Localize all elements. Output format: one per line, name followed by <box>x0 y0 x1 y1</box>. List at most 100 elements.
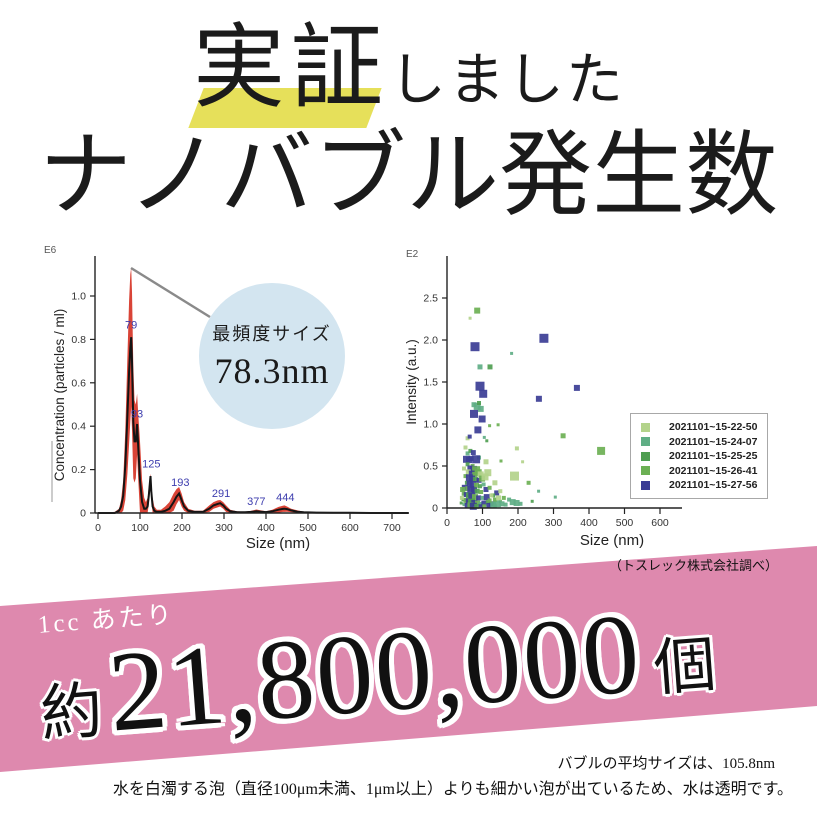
legend-item: 2021101~15-25-25 <box>639 449 759 464</box>
legend-item: 2021101~15-22-50 <box>639 420 759 435</box>
data-point <box>521 460 525 464</box>
data-point <box>474 488 480 494</box>
data-point <box>493 500 501 508</box>
data-point <box>470 342 480 352</box>
data-point <box>478 484 482 489</box>
data-point <box>573 384 580 391</box>
data-point <box>488 424 492 428</box>
data-point <box>510 471 519 481</box>
legend-label: 2021101~15-25-25 <box>669 450 758 463</box>
data-point <box>494 490 500 496</box>
peak-label: 193 <box>171 477 189 489</box>
data-point <box>477 471 484 478</box>
data-point <box>470 450 476 456</box>
banner-content: 1cc あたり 約 21,800,000 個 <box>22 542 813 770</box>
y-tick-label: 1.0 <box>71 291 86 303</box>
x-tick-label: 200 <box>173 522 191 534</box>
x-tick-label: 100 <box>131 522 149 534</box>
data-point <box>462 466 466 471</box>
data-point <box>474 426 482 434</box>
data-point <box>487 485 492 490</box>
y-tick-label: 1.0 <box>423 419 438 431</box>
data-point <box>476 495 482 501</box>
data-point <box>514 446 519 451</box>
data-point <box>478 504 483 509</box>
data-point <box>481 482 486 487</box>
mean-line <box>98 337 409 514</box>
peak-label: 444 <box>276 492 294 504</box>
peak-label: 93 <box>131 409 143 421</box>
data-point <box>526 480 531 485</box>
data-point <box>472 494 478 501</box>
footer-description: 水を白濁する泡（直径100μm未満、1μm以上）よりも細かい泡が出ているため、水… <box>112 781 793 798</box>
intensity-chart: E2 0 0.5 1.0 1.5 2.0 2.5 0 100 200 300 400 500 600 Siz… <box>400 240 817 555</box>
data-point <box>496 423 500 427</box>
data-point <box>478 415 486 423</box>
x-tick-label: 200 <box>509 517 527 529</box>
data-point <box>478 501 483 506</box>
peak-label: 291 <box>212 488 230 500</box>
data-point <box>480 495 485 500</box>
data-point <box>469 502 477 510</box>
data-point <box>535 395 542 402</box>
data-point <box>475 381 485 391</box>
x-axis-label: Size (nm) <box>580 532 644 549</box>
data-point <box>470 409 478 418</box>
data-point <box>468 470 475 477</box>
y-tick-label: 0.5 <box>423 461 438 473</box>
legend-label: 2021101~15-24-07 <box>669 435 758 448</box>
y-tick-label: 2.0 <box>423 335 438 347</box>
data-point <box>474 482 479 488</box>
data-point <box>487 498 492 503</box>
banner-unit: 個 <box>651 631 719 704</box>
x-tick-label: 400 <box>257 522 275 534</box>
data-point <box>499 501 505 507</box>
data-point <box>476 477 482 483</box>
data-point <box>465 451 470 456</box>
peak-label: 377 <box>247 496 265 508</box>
data-point <box>469 481 477 488</box>
y-tick-label: 2.5 <box>423 293 438 305</box>
data-point <box>473 402 481 410</box>
data-point <box>490 501 497 508</box>
y-tick-label: 0.4 <box>71 421 86 433</box>
data-point <box>468 316 472 320</box>
peak-label: 125 <box>142 459 160 471</box>
data-point <box>460 487 466 492</box>
data-point <box>530 499 534 503</box>
footer-average-size: バブルの平均サイズは、105.8nm <box>557 756 775 772</box>
data-point <box>465 469 471 475</box>
data-point <box>481 500 487 506</box>
callout-value: 78.3nm <box>214 351 330 391</box>
y-tick-label: 0.6 <box>71 377 86 389</box>
title-main: 実証 <box>193 17 390 119</box>
y-tick-label: 0.8 <box>71 334 86 346</box>
data-point <box>459 495 464 500</box>
data-point <box>482 504 487 509</box>
data-point <box>479 389 488 398</box>
x-tick-label: 300 <box>215 522 233 534</box>
concentration-chart-svg: E6 0 0.2 0.4 0.6 0.8 1.0 0 100 200 300 400 500 600 700… <box>44 245 409 552</box>
data-point <box>474 307 481 314</box>
data-point <box>560 433 566 439</box>
data-point <box>484 469 492 477</box>
data-point <box>492 497 497 502</box>
data-point <box>482 435 486 439</box>
y-axis-label: Intensity (a.u.) <box>404 339 419 425</box>
data-point <box>503 502 508 507</box>
legend-swatch <box>641 422 650 432</box>
data-point <box>513 500 520 506</box>
data-point <box>499 459 503 463</box>
data-point <box>509 499 516 506</box>
y-tick-label: 0 <box>432 503 438 515</box>
data-point <box>477 401 481 405</box>
legend-swatch <box>641 437 650 447</box>
concentration-chart: E6 0 0.2 0.4 0.6 0.8 1.0 0 100 200 300 400 500 600 700… <box>30 240 420 555</box>
data-point <box>463 474 468 479</box>
data-point <box>479 490 484 494</box>
y-tick-label: 1.5 <box>423 377 438 389</box>
data-point <box>485 439 489 443</box>
source-note: （トスレック株式会社調べ） <box>608 558 778 573</box>
mode-size-callout: 最頻度サイズ 78.3nm <box>199 283 345 429</box>
